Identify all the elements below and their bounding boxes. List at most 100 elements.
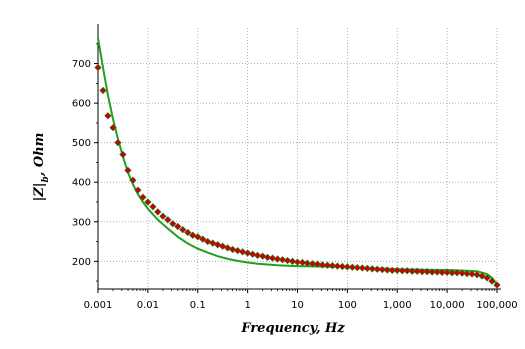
data-point-marker xyxy=(174,222,182,231)
data-point-marker xyxy=(453,269,461,277)
data-point-marker xyxy=(159,212,167,220)
data-point-marker xyxy=(438,268,446,277)
data-point-marker xyxy=(253,251,262,260)
data-point-marker xyxy=(129,176,137,184)
data-point-marker xyxy=(403,267,411,275)
data-point-marker xyxy=(388,266,396,275)
data-point-marker xyxy=(194,233,202,241)
data-point-marker xyxy=(493,281,501,289)
data-point-marker xyxy=(119,150,127,159)
data-point-marker xyxy=(483,274,491,282)
data-point-marker xyxy=(443,268,451,277)
data-point-marker xyxy=(363,264,371,273)
data-point-marker xyxy=(199,235,207,243)
x-tick-label: 100 xyxy=(338,300,357,311)
data-point-marker xyxy=(478,272,486,280)
data-point-marker xyxy=(99,86,107,95)
data-point-marker xyxy=(463,269,471,278)
data-point-marker xyxy=(288,257,297,265)
data-point-marker xyxy=(164,216,172,224)
data-point-marker xyxy=(144,198,152,206)
data-point-marker xyxy=(458,269,466,277)
data-point-marker xyxy=(398,267,406,275)
y-axis-title-sub: b xyxy=(41,176,51,182)
y-axis-title: |Z|b, Ohm xyxy=(32,133,51,202)
data-point-marker xyxy=(114,139,122,147)
data-point-marker xyxy=(169,220,177,228)
data-point-marker xyxy=(283,256,292,265)
x-tick-label: 0.01 xyxy=(137,300,159,311)
data-point-marker xyxy=(328,262,337,270)
x-tick-label: 1 xyxy=(244,300,250,311)
data-point-marker xyxy=(418,267,426,276)
data-point-marker xyxy=(273,255,282,263)
data-point-marker xyxy=(448,269,456,277)
data-point-marker xyxy=(368,265,376,273)
data-point-marker xyxy=(338,262,347,271)
data-point-marker xyxy=(154,208,162,216)
y-tick-label: 300 xyxy=(72,217,91,228)
x-tick-label: 1,000 xyxy=(383,300,412,311)
y-tick-label: 500 xyxy=(72,138,91,149)
data-point-marker xyxy=(184,228,192,237)
data-point-marker xyxy=(234,247,242,255)
data-point-marker xyxy=(413,267,421,275)
data-point-marker xyxy=(298,258,307,267)
data-point-marker xyxy=(383,266,391,274)
data-point-marker xyxy=(249,250,257,258)
data-point-marker xyxy=(373,265,381,273)
data-point-marker xyxy=(179,226,187,234)
data-point-marker xyxy=(358,264,367,272)
data-point-marker xyxy=(134,186,142,194)
data-point-marker xyxy=(428,268,436,276)
data-point-marker xyxy=(124,166,132,174)
data-point-marker xyxy=(433,268,441,276)
data-point-marker xyxy=(263,253,272,261)
data-point-marker xyxy=(323,261,332,269)
data-point-marker xyxy=(393,266,401,275)
chart-grid xyxy=(97,28,498,289)
data-point-marker xyxy=(318,261,327,269)
data-point-marker xyxy=(353,264,361,272)
measured-markers-series xyxy=(94,63,501,289)
x-tick-label: 100,000 xyxy=(476,300,517,311)
y-axis-title-main: |Z| xyxy=(32,182,47,201)
y-tick-label: 200 xyxy=(72,257,91,268)
x-axis-title: Frequency, Hz xyxy=(240,321,345,336)
x-tick-label: 10,000 xyxy=(430,300,465,311)
data-point-marker xyxy=(348,263,357,271)
tick-labels: 0.001 0.01 0.1 1 10 100 1,000 10,000 100,000 200 3… xyxy=(72,59,518,311)
data-point-marker xyxy=(378,265,386,274)
x-tick-label: 10 xyxy=(291,300,304,311)
data-point-marker xyxy=(109,124,117,132)
data-point-marker xyxy=(468,270,476,278)
x-tick-label: 0.001 xyxy=(84,300,113,311)
y-axis-title-unit: Ohm xyxy=(32,133,47,168)
data-point-marker xyxy=(229,245,237,254)
data-point-marker xyxy=(313,260,322,268)
data-point-marker xyxy=(149,203,157,211)
data-point-marker xyxy=(308,260,317,268)
data-point-marker xyxy=(488,277,496,285)
y-tick-label: 600 xyxy=(72,99,91,110)
data-point-marker xyxy=(104,112,112,120)
data-point-marker xyxy=(333,262,342,270)
data-point-marker xyxy=(293,258,302,266)
data-point-marker xyxy=(303,259,312,267)
data-point-marker xyxy=(408,267,416,275)
data-point-marker xyxy=(343,263,351,271)
data-point-marker xyxy=(94,63,102,72)
data-point-marker xyxy=(473,271,481,279)
data-point-marker xyxy=(423,267,431,276)
data-point-marker xyxy=(239,248,247,256)
data-point-marker xyxy=(259,252,267,260)
data-point-marker xyxy=(268,254,277,262)
data-point-marker xyxy=(278,256,287,264)
y-axis-title-sep: , xyxy=(32,167,47,177)
data-point-marker xyxy=(244,249,252,257)
y-tick-label: 400 xyxy=(72,178,91,189)
data-point-marker xyxy=(139,193,147,201)
x-tick-label: 0.1 xyxy=(190,300,206,311)
y-tick-label: 700 xyxy=(72,59,91,70)
